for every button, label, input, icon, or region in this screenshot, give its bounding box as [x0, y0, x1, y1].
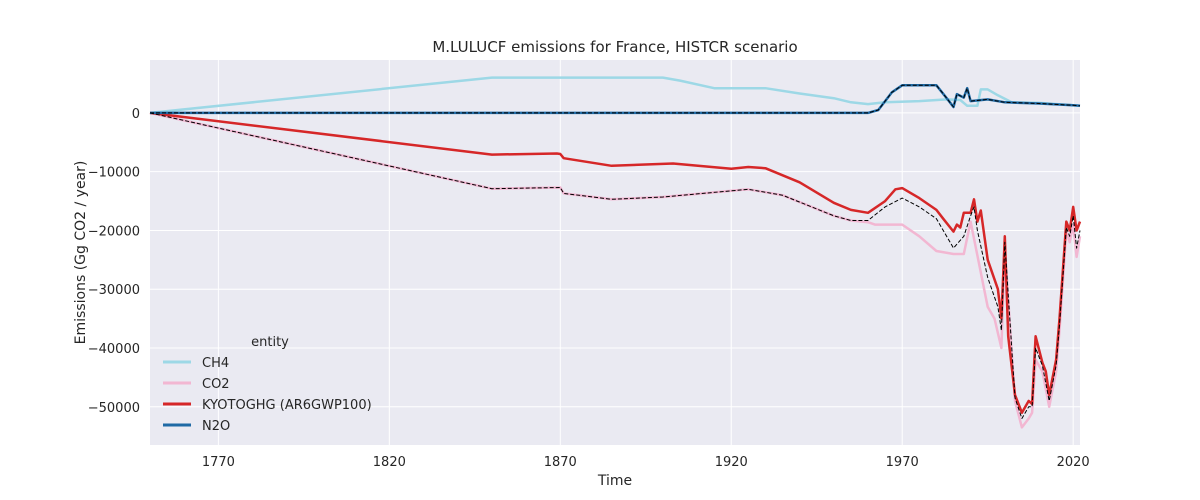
series-line-ch4: [149, 76, 1081, 115]
y-tick-label: −40000: [88, 342, 140, 357]
legend: entity CH4 CO2 KYOTOGHG (AR6GWP100) N2O: [163, 335, 372, 434]
y-axis-label: Emissions (Gg CO2 / year): [73, 161, 89, 345]
dashed-total-line: [150, 84, 1081, 114]
x-tick-label: 1870: [544, 455, 577, 470]
legend-label-co2: CO2: [202, 377, 230, 392]
x-tick-label: 1820: [373, 455, 406, 470]
grid-layer: [150, 60, 1080, 445]
y-tick-label: −30000: [88, 283, 140, 298]
x-axis-label: Time: [597, 473, 632, 489]
legend-label-ch4: CH4: [202, 356, 229, 371]
y-tick-label: −50000: [88, 401, 140, 416]
series-line-kyotoghg-ar6gwp100: [149, 111, 1082, 414]
x-tick-label: 1970: [886, 455, 919, 470]
y-tick-label: −20000: [88, 224, 140, 239]
tick-layer: 1770 1820 1870 1920 1970 2020 0 −10000 −20000 −30…: [88, 107, 1090, 470]
plot-background: [150, 60, 1080, 445]
series-layer: [149, 76, 1082, 429]
dashed-total-line: [149, 112, 1081, 419]
x-tick-label: 1920: [715, 455, 748, 470]
legend-label-n2o: N2O: [202, 419, 230, 434]
y-tick-label: −10000: [88, 166, 140, 181]
x-tick-label: 2020: [1057, 455, 1090, 470]
legend-title: entity: [251, 335, 289, 350]
y-tick-label: 0: [132, 107, 140, 122]
chart-title: M.LULUCF emissions for France, HISTCR sc…: [432, 38, 797, 56]
x-tick-label: 1770: [202, 455, 235, 470]
legend-label-kyotoghg: KYOTOGHG (AR6GWP100): [202, 398, 372, 413]
